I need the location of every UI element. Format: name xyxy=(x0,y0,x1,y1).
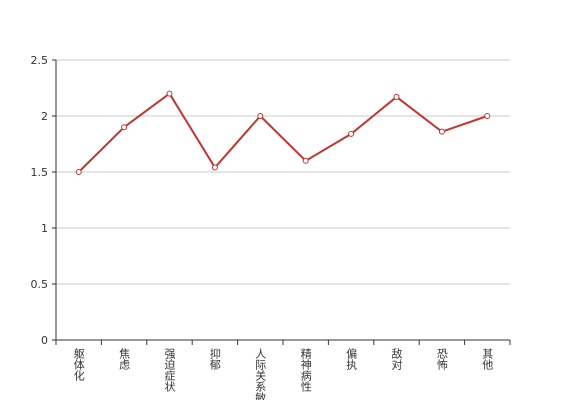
point xyxy=(75,169,82,175)
point xyxy=(211,164,218,171)
x-tick-label: 偏执 xyxy=(345,347,358,371)
point xyxy=(484,113,491,119)
x-tick-label: 恐怖 xyxy=(435,348,448,370)
y-tick-label: 2 xyxy=(41,110,48,123)
point xyxy=(393,93,400,100)
x-tick-label: 精神病性 xyxy=(299,348,312,393)
y-tick-label: 0.5 xyxy=(31,278,49,291)
point xyxy=(121,124,128,131)
y-tick-label: 1 xyxy=(41,222,48,235)
x-tick-label: 其他 xyxy=(481,348,494,370)
y-tick-label: 0 xyxy=(41,334,48,347)
line xyxy=(77,92,488,173)
point xyxy=(257,113,264,119)
point xyxy=(302,157,309,164)
point xyxy=(438,128,445,135)
y-tick-label: 1.5 xyxy=(31,166,49,179)
x-tick-label: 抑郁 xyxy=(208,347,221,370)
y-tick-label: 2.5 xyxy=(31,54,49,67)
point xyxy=(348,130,355,137)
x-tick-label: 躯体化 xyxy=(72,348,85,382)
x-tick-label: 焦虑 xyxy=(118,348,131,370)
x-tick-label: 人际关系敏感 xyxy=(254,348,267,400)
x-tick-label: 强迫症状 xyxy=(163,348,176,392)
x-tick-label: 敌对 xyxy=(390,347,403,370)
point xyxy=(166,90,173,97)
